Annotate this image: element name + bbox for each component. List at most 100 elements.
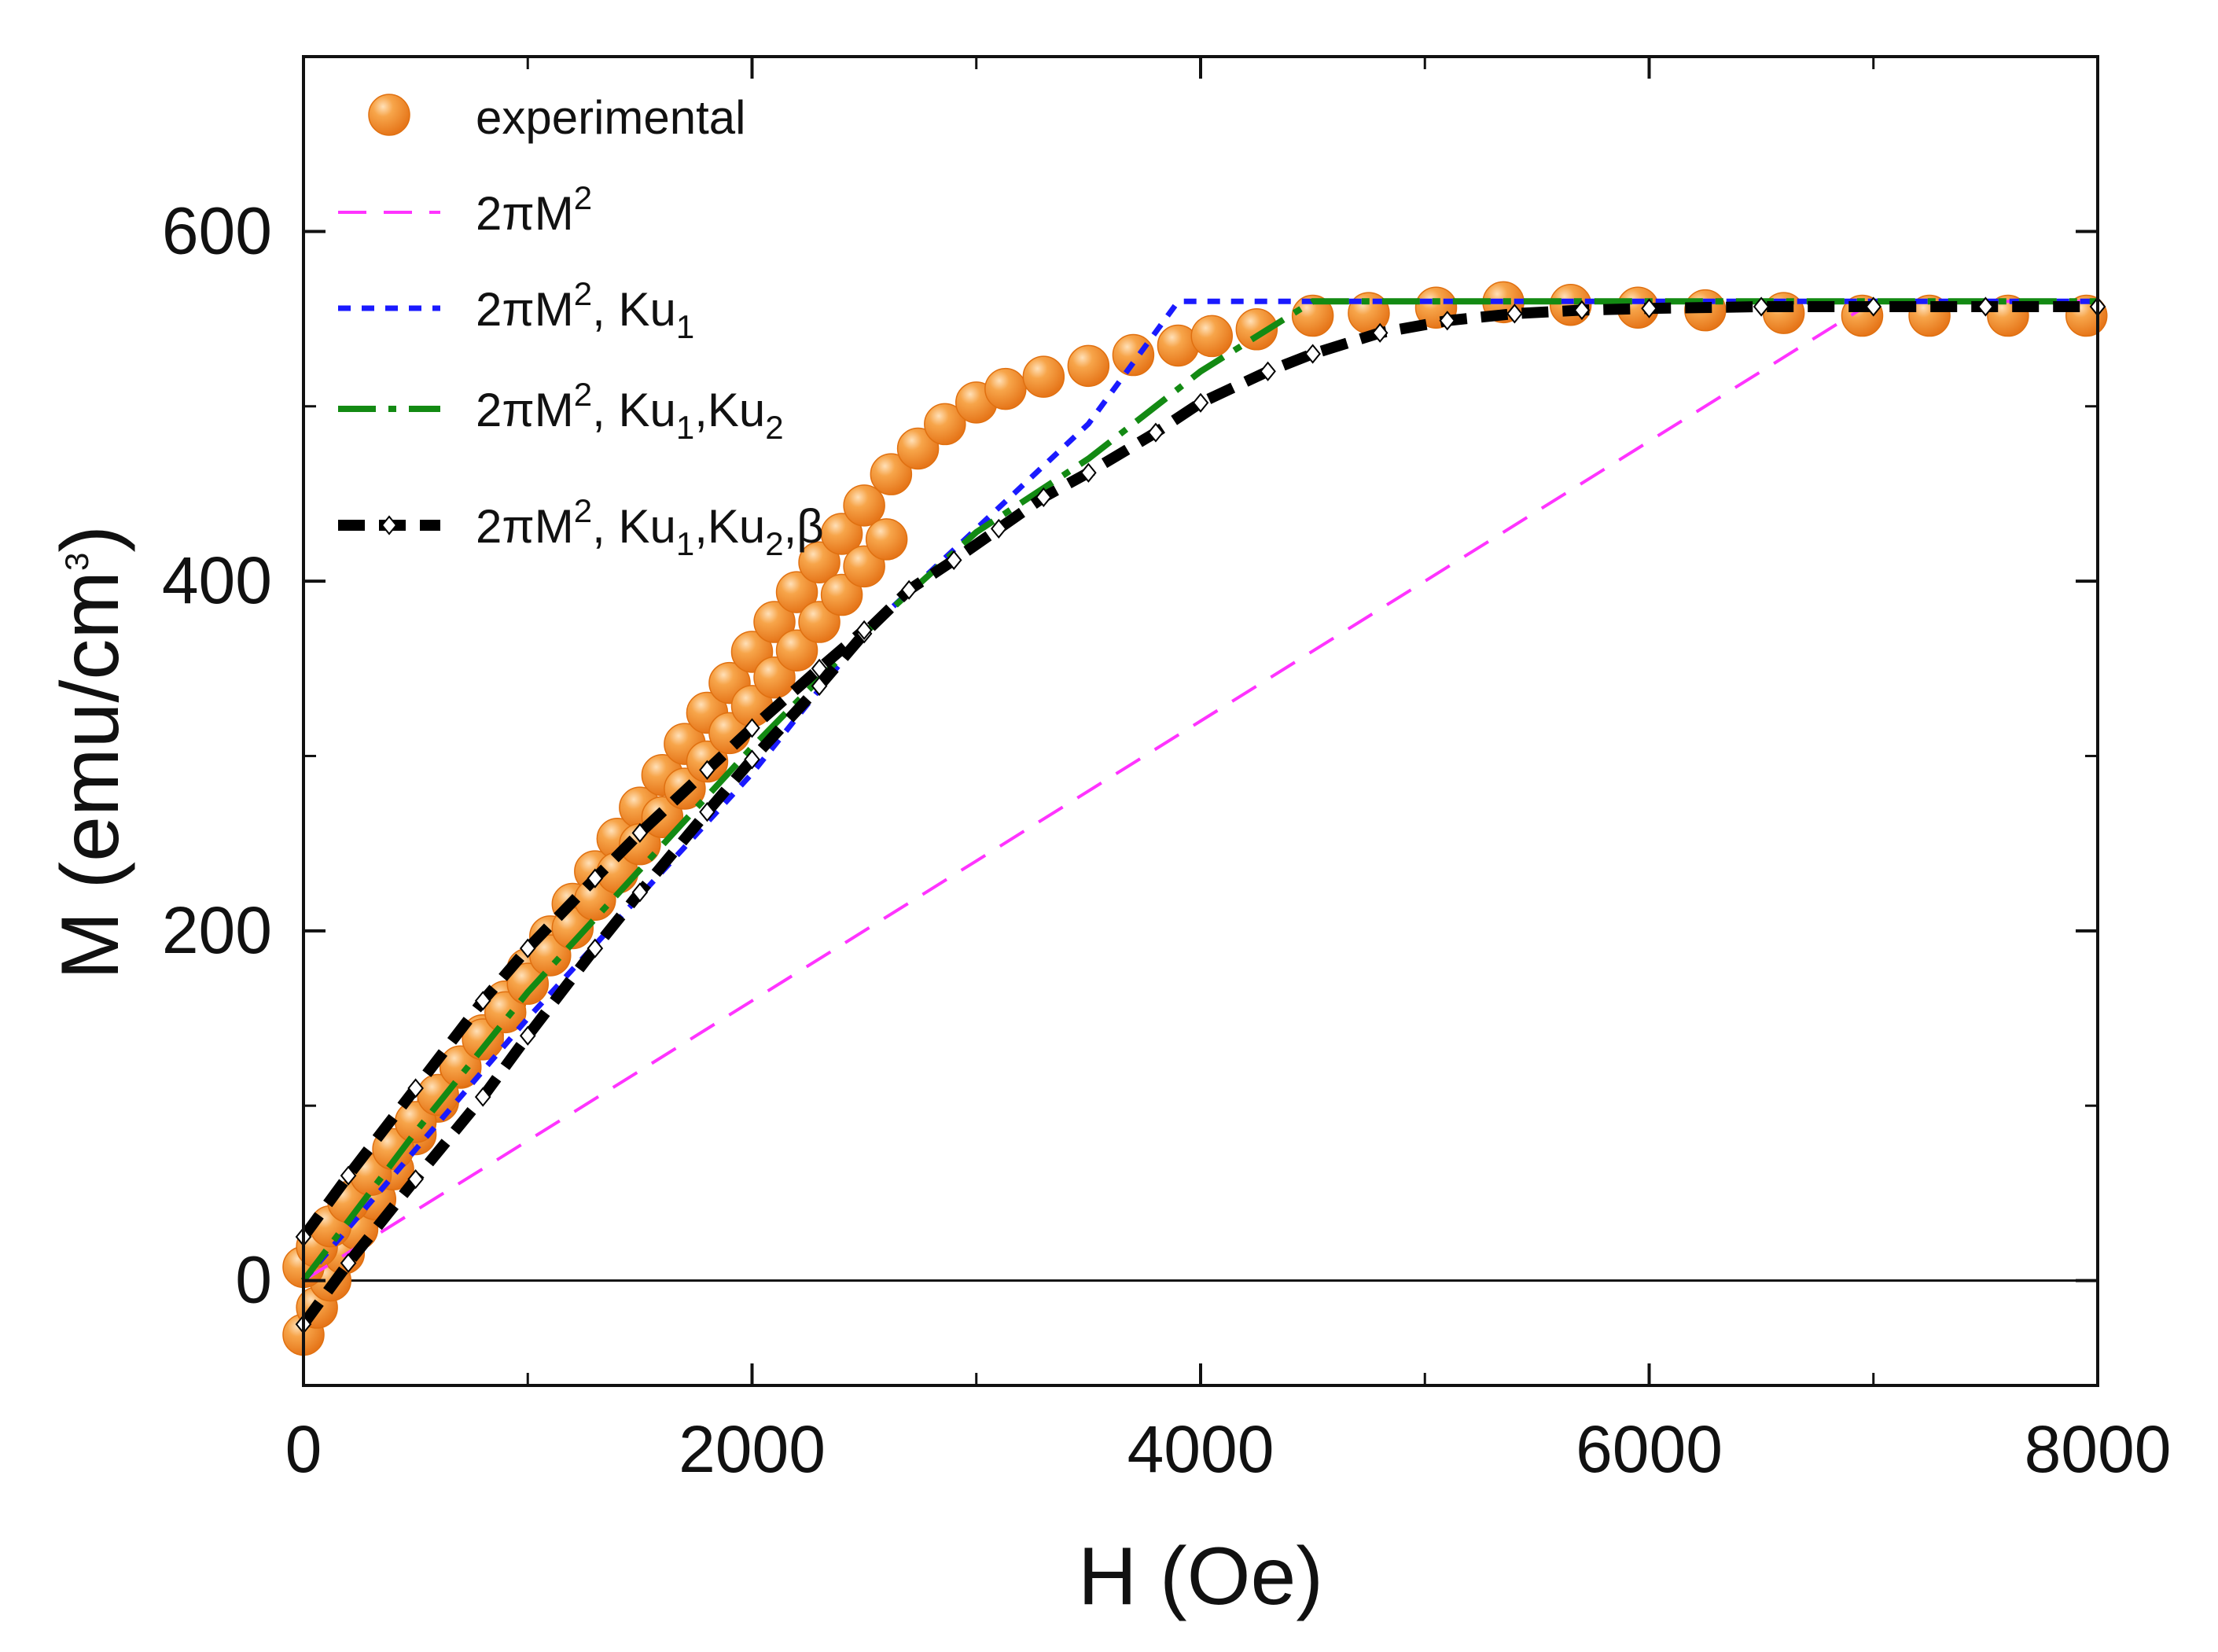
x-axis-title: H (Oe) xyxy=(1078,1531,1323,1622)
legend-label-sub: 1 xyxy=(676,409,694,446)
experimental-point xyxy=(775,629,818,671)
legend-label-m4: 2πM2, Ku1,Ku2,β xyxy=(476,492,824,562)
diamond-marker xyxy=(744,749,760,770)
diamond-marker xyxy=(587,938,604,958)
x-tick-label: 4000 xyxy=(1127,1412,1275,1486)
diamond-marker xyxy=(519,1025,536,1046)
experimental-point xyxy=(484,991,527,1034)
diamond-marker xyxy=(811,675,828,697)
diamond-marker xyxy=(1753,296,1770,317)
diamond-marker xyxy=(1192,392,1209,413)
experimental-point xyxy=(1022,355,1065,398)
experimental-point xyxy=(506,962,549,1005)
legend-label-part: ,β xyxy=(784,500,824,553)
legend-label-m1: 2πM2 xyxy=(476,179,592,240)
legend-label-part: , Ku xyxy=(592,283,676,336)
experimental-point xyxy=(775,571,818,613)
diamond-marker xyxy=(407,1169,424,1190)
diamond-marker xyxy=(1439,311,1456,331)
experimental-point xyxy=(798,541,840,583)
diamond-marker xyxy=(587,868,604,889)
legend-label-part: ,Ku xyxy=(694,500,765,553)
diamond-marker xyxy=(1035,487,1052,507)
diamond-marker xyxy=(699,760,715,780)
x-tick-label: 8000 xyxy=(2025,1412,2172,1486)
experimental-point xyxy=(1112,333,1155,377)
experimental-point xyxy=(820,513,863,555)
legend-label-sub: 1 xyxy=(676,308,694,345)
legend-label-sup: 2 xyxy=(574,179,592,216)
experimental-point xyxy=(820,573,863,616)
experimental-point xyxy=(843,484,885,527)
legend-label-base: 2πM xyxy=(476,384,574,436)
diamond-marker xyxy=(1865,296,1882,317)
experimental-point xyxy=(865,518,908,561)
legend-label-sup: 2 xyxy=(574,275,592,312)
diamond-marker xyxy=(1080,462,1097,483)
legend-label-part: , Ku xyxy=(592,384,676,436)
experimental-point xyxy=(753,601,796,643)
y-tick-label: 600 xyxy=(162,193,272,267)
diamond-marker xyxy=(990,518,1007,539)
legend-label-m2: 2πM2, Ku1 xyxy=(476,275,694,345)
diamond-marker xyxy=(1977,296,1994,317)
diamond-marker xyxy=(855,620,873,640)
legend-label-experimental: experimental xyxy=(476,91,746,144)
diamond-marker xyxy=(340,1165,357,1186)
experimental-point xyxy=(1190,315,1234,358)
series-line-1 xyxy=(302,300,2098,1282)
y-axis-title-sup: 3 xyxy=(58,553,95,571)
y-axis-title-main: M (emu/cm xyxy=(45,571,136,980)
experimental-point xyxy=(896,427,940,470)
experimental-point xyxy=(1291,294,1334,337)
diamond-marker xyxy=(1573,300,1591,321)
legend-label-sub: 2 xyxy=(765,409,783,446)
legend-label-base: 2πM xyxy=(476,283,574,336)
legend-label-base: 2πM xyxy=(476,187,574,240)
diamond-marker xyxy=(945,550,962,571)
diamond-marker xyxy=(1304,344,1321,364)
experimental-point xyxy=(870,453,913,495)
legend-label-sub: 2 xyxy=(765,525,783,562)
diamond-marker xyxy=(631,822,649,843)
legend-label-sup: 2 xyxy=(574,492,592,529)
plot-area xyxy=(282,281,2108,1356)
diamond-marker xyxy=(407,1078,424,1098)
axes: 0 2000 4000 6000 8000 0 200 400 600 xyxy=(162,57,2172,1486)
legend-label-sup: 2 xyxy=(574,376,592,413)
diamond-marker xyxy=(474,991,491,1011)
diamond-marker xyxy=(811,658,828,679)
legend-marker-experimental xyxy=(368,94,410,136)
y-tick-label: 0 xyxy=(235,1243,272,1317)
diamond-marker xyxy=(474,1087,491,1107)
diamond-marker xyxy=(631,882,649,903)
y-tick-label: 200 xyxy=(162,893,272,967)
diamond-marker xyxy=(1260,361,1276,381)
legend-label-sub: 1 xyxy=(676,525,694,562)
legend-label-part: ,Ku xyxy=(694,384,765,436)
y-tick-label: 400 xyxy=(162,543,272,617)
diamond-marker xyxy=(519,938,536,958)
x-tick-label: 6000 xyxy=(1576,1412,1723,1486)
y-axis-title-close: ) xyxy=(45,525,136,553)
x-tick-label: 0 xyxy=(285,1412,322,1486)
legend-label-part: , Ku xyxy=(592,500,676,553)
series-line-3 xyxy=(300,298,2098,1283)
experimental-point xyxy=(924,403,966,446)
legend-label-m3: 2πM2, Ku1,Ku2 xyxy=(476,376,784,446)
diamond-marker xyxy=(340,1253,357,1273)
x-tick-label: 2000 xyxy=(679,1412,826,1486)
y-axis-title: M (emu/cm3) xyxy=(45,525,136,980)
diamond-marker xyxy=(1371,322,1389,343)
diamond-marker xyxy=(1147,422,1164,443)
experimental-point xyxy=(1067,344,1110,388)
diamond-marker xyxy=(900,579,918,600)
legend-label-base: 2πM xyxy=(476,500,574,553)
legend-diamond-marker xyxy=(381,515,398,535)
diamond-marker xyxy=(744,718,760,738)
experimental-point xyxy=(1235,308,1278,351)
